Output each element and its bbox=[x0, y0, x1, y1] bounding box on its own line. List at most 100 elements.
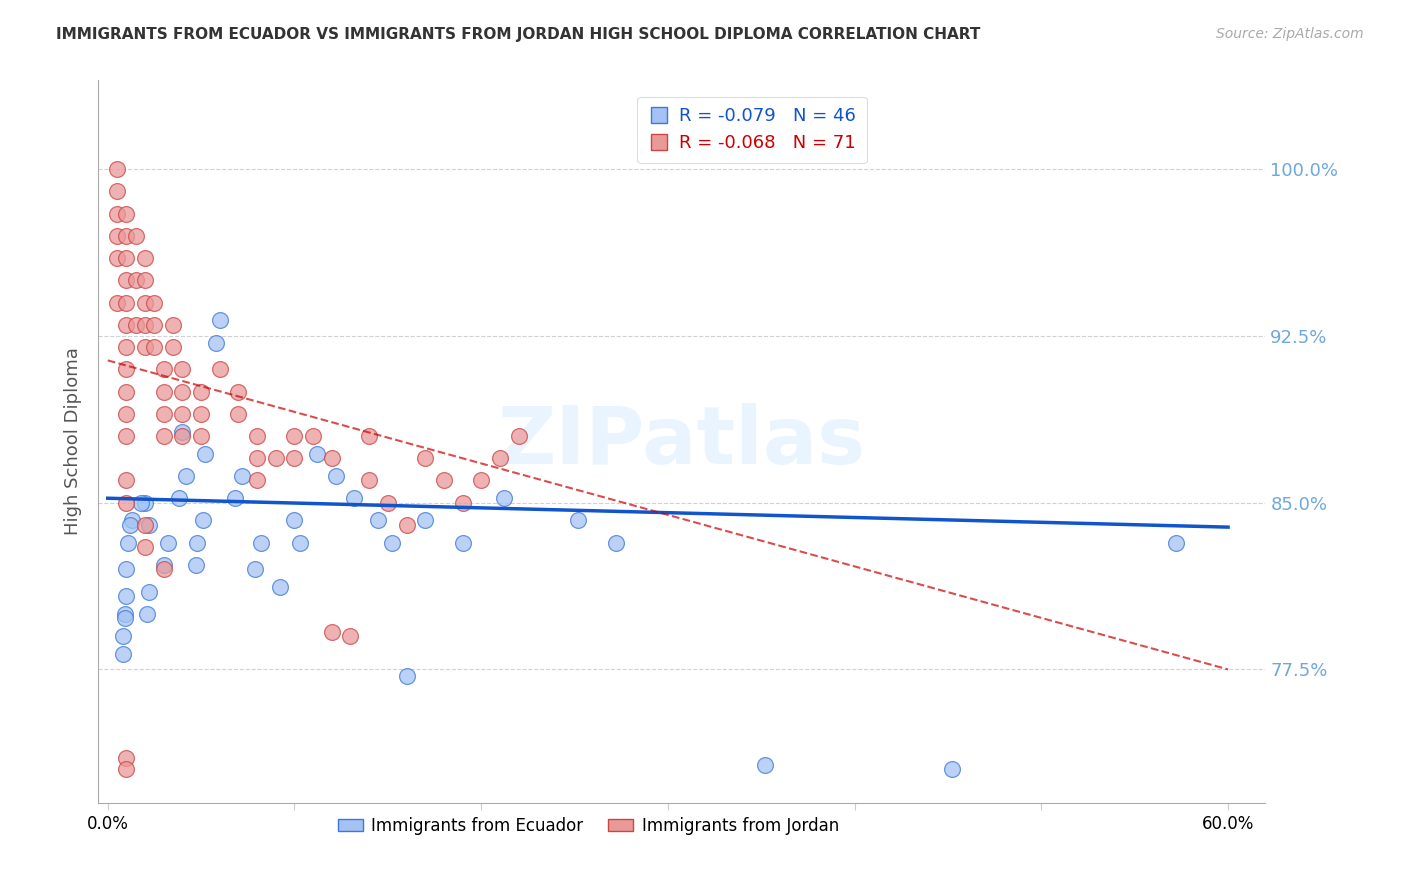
Point bbox=[138, 584, 160, 599]
Point bbox=[134, 251, 156, 265]
Point bbox=[115, 429, 138, 443]
Point bbox=[115, 340, 138, 354]
Point bbox=[134, 517, 156, 532]
Point bbox=[172, 407, 194, 421]
Point bbox=[605, 535, 627, 549]
Point bbox=[508, 429, 530, 443]
Point bbox=[283, 429, 305, 443]
Point bbox=[162, 340, 184, 354]
Point bbox=[231, 469, 253, 483]
Point bbox=[245, 562, 267, 576]
Point bbox=[250, 535, 273, 549]
Point bbox=[115, 273, 138, 287]
Point bbox=[172, 384, 194, 399]
Point bbox=[246, 429, 269, 443]
Point bbox=[492, 491, 515, 506]
Point bbox=[172, 362, 194, 376]
Point bbox=[136, 607, 159, 621]
Point bbox=[125, 273, 148, 287]
Point bbox=[172, 425, 194, 439]
Point bbox=[194, 447, 217, 461]
Point bbox=[143, 318, 166, 332]
Point bbox=[208, 362, 231, 376]
Point bbox=[152, 407, 174, 421]
Point bbox=[138, 517, 160, 532]
Point bbox=[451, 496, 474, 510]
Point bbox=[131, 496, 153, 510]
Point bbox=[343, 491, 366, 506]
Point bbox=[186, 535, 208, 549]
Point bbox=[115, 474, 138, 488]
Point bbox=[367, 513, 389, 527]
Point bbox=[208, 313, 231, 327]
Point bbox=[205, 335, 228, 350]
Point bbox=[288, 535, 311, 549]
Point bbox=[283, 451, 305, 466]
Point bbox=[413, 513, 436, 527]
Point bbox=[115, 763, 138, 777]
Point bbox=[152, 558, 174, 572]
Text: IMMIGRANTS FROM ECUADOR VS IMMIGRANTS FROM JORDAN HIGH SCHOOL DIPLOMA CORRELATIO: IMMIGRANTS FROM ECUADOR VS IMMIGRANTS FR… bbox=[56, 27, 980, 42]
Point bbox=[115, 751, 138, 765]
Point bbox=[115, 496, 138, 510]
Point bbox=[152, 362, 174, 376]
Point bbox=[134, 540, 156, 554]
Point bbox=[105, 228, 128, 243]
Point bbox=[339, 629, 361, 643]
Point bbox=[191, 513, 214, 527]
Point bbox=[115, 589, 138, 603]
Point bbox=[283, 513, 305, 527]
Point bbox=[152, 429, 174, 443]
Point bbox=[567, 513, 589, 527]
Point bbox=[246, 451, 269, 466]
Point bbox=[156, 535, 179, 549]
Point bbox=[184, 558, 207, 572]
Point bbox=[305, 447, 328, 461]
Point bbox=[167, 491, 190, 506]
Point bbox=[115, 407, 138, 421]
Point bbox=[321, 451, 343, 466]
Point bbox=[121, 513, 143, 527]
Point bbox=[228, 407, 250, 421]
Point bbox=[395, 669, 418, 683]
Point bbox=[377, 496, 399, 510]
Point bbox=[115, 562, 138, 576]
Point bbox=[451, 535, 474, 549]
Point bbox=[470, 474, 492, 488]
Point bbox=[152, 562, 174, 576]
Point bbox=[143, 340, 166, 354]
Point bbox=[115, 384, 138, 399]
Point bbox=[134, 496, 156, 510]
Point bbox=[105, 251, 128, 265]
Point bbox=[395, 517, 418, 532]
Point bbox=[152, 384, 174, 399]
Point bbox=[264, 451, 287, 466]
Point bbox=[941, 763, 963, 777]
Point bbox=[134, 318, 156, 332]
Point bbox=[190, 384, 212, 399]
Point bbox=[115, 318, 138, 332]
Point bbox=[115, 362, 138, 376]
Point bbox=[115, 295, 138, 310]
Point bbox=[246, 474, 269, 488]
Point bbox=[1164, 535, 1187, 549]
Text: Source: ZipAtlas.com: Source: ZipAtlas.com bbox=[1216, 27, 1364, 41]
Point bbox=[114, 607, 136, 621]
Point bbox=[125, 228, 148, 243]
Point bbox=[111, 647, 134, 661]
Y-axis label: High School Diploma: High School Diploma bbox=[63, 348, 82, 535]
Point bbox=[359, 474, 381, 488]
Point bbox=[114, 611, 136, 625]
Point bbox=[190, 407, 212, 421]
Point bbox=[174, 469, 197, 483]
Point bbox=[413, 451, 436, 466]
Point bbox=[224, 491, 246, 506]
Point bbox=[117, 535, 139, 549]
Point bbox=[105, 207, 128, 221]
Point bbox=[190, 429, 212, 443]
Point bbox=[115, 207, 138, 221]
Point bbox=[321, 624, 343, 639]
Point bbox=[105, 295, 128, 310]
Point bbox=[120, 517, 142, 532]
Point bbox=[325, 469, 347, 483]
